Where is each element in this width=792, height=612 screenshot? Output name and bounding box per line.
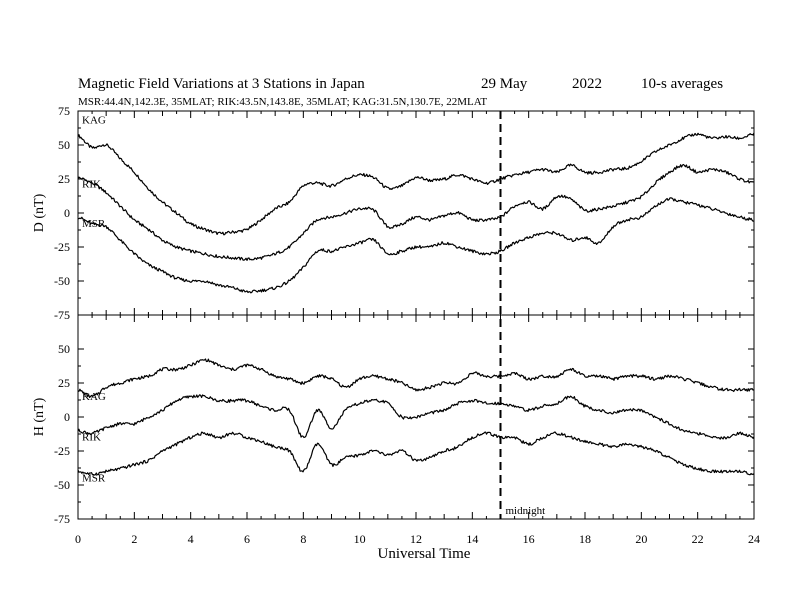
d-axis-title: D (nT) bbox=[32, 193, 47, 232]
station-label-kag: KAG bbox=[82, 391, 106, 403]
y-tick-label: -50 bbox=[54, 478, 70, 492]
x-tick-label: 16 bbox=[523, 532, 535, 546]
chart-subtitle: MSR:44.4N,142.3E, 35MLAT; RIK:43.5N,143.… bbox=[78, 96, 487, 108]
y-tick-label: 25 bbox=[58, 376, 70, 390]
series-msr-h bbox=[77, 431, 755, 476]
x-tick-label: 20 bbox=[635, 532, 647, 546]
x-tick-label: 10 bbox=[354, 532, 366, 546]
x-tick-label: 4 bbox=[188, 532, 194, 546]
x-tick-label: 8 bbox=[300, 532, 306, 546]
x-tick-label: 6 bbox=[244, 532, 250, 546]
x-tick-label: 0 bbox=[75, 532, 81, 546]
station-label-msr: MSR bbox=[82, 218, 106, 230]
y-tick-label: 0 bbox=[64, 206, 70, 220]
midnight-label: midnight bbox=[506, 505, 546, 517]
x-axis-title: Universal Time bbox=[378, 546, 471, 562]
y-tick-label: -25 bbox=[54, 240, 70, 254]
series-layer: KAG RIK MSR KAG RIK MSR bbox=[77, 114, 755, 484]
chart-date: 29 May bbox=[481, 76, 528, 92]
y-tick-label: 0 bbox=[64, 410, 70, 424]
y-tick-label: 50 bbox=[58, 342, 70, 356]
series-kag-d bbox=[77, 132, 755, 236]
station-label-rik: RIK bbox=[82, 179, 101, 191]
x-tick-label: 12 bbox=[410, 532, 422, 546]
series-msr-d bbox=[77, 197, 755, 294]
chart-title: Magnetic Field Variations at 3 Stations … bbox=[78, 76, 365, 92]
series-rik-h bbox=[77, 394, 755, 440]
series-rik-d bbox=[77, 163, 755, 262]
y-tick-label: -50 bbox=[54, 274, 70, 288]
y-tick-label: 25 bbox=[58, 172, 70, 186]
y-tick-label: -25 bbox=[54, 444, 70, 458]
station-label-msr: MSR bbox=[82, 472, 106, 484]
y-tick-label: -75 bbox=[54, 308, 70, 322]
d-panel-frame bbox=[77, 110, 755, 316]
x-tick-label: 14 bbox=[466, 532, 478, 546]
chart-averaging: 10-s averages bbox=[641, 76, 723, 92]
y-tick-label: 50 bbox=[58, 138, 70, 152]
chart-year: 2022 bbox=[572, 76, 602, 92]
x-tick-label: 2 bbox=[131, 532, 137, 546]
x-tick-label: 22 bbox=[692, 532, 704, 546]
h-axis-title: H (nT) bbox=[32, 397, 47, 436]
y-tick-label: -75 bbox=[54, 512, 70, 526]
h-panel-frame bbox=[77, 314, 755, 520]
station-label-rik: RIK bbox=[82, 432, 101, 444]
y-tick-label: 75 bbox=[58, 104, 70, 118]
x-tick-label: 24 bbox=[748, 532, 760, 546]
x-tick-label: 18 bbox=[579, 532, 591, 546]
station-label-kag: KAG bbox=[82, 114, 106, 126]
series-kag-h bbox=[77, 358, 755, 399]
